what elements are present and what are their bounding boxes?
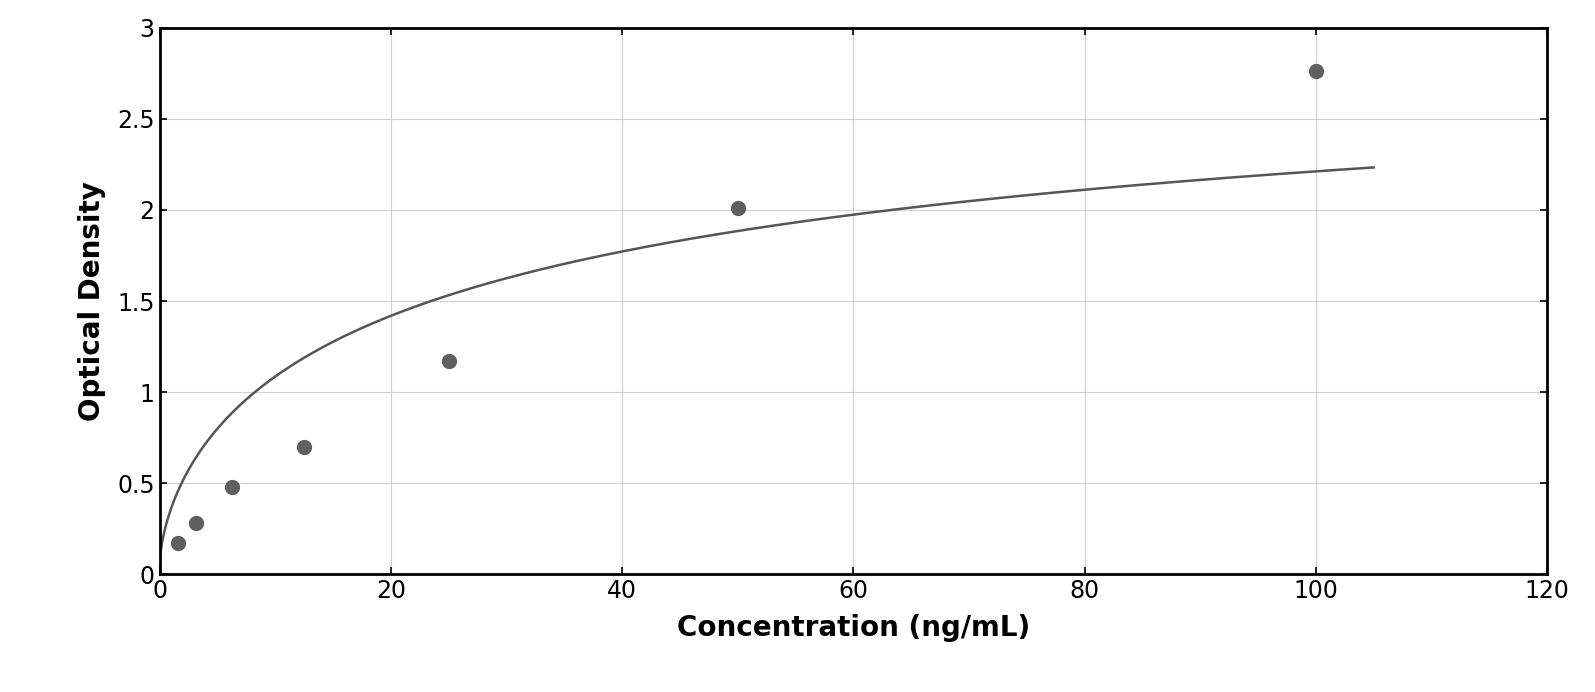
Y-axis label: Optical Density: Optical Density (78, 181, 105, 421)
Point (292, 441, 317, 453)
Point (164, 538, 190, 549)
Point (1303, 66, 1329, 77)
Point (724, 203, 751, 214)
Point (219, 482, 244, 493)
X-axis label: Concentration (ng/mL): Concentration (ng/mL) (676, 614, 1030, 642)
Point (183, 518, 209, 529)
Point (435, 356, 461, 367)
